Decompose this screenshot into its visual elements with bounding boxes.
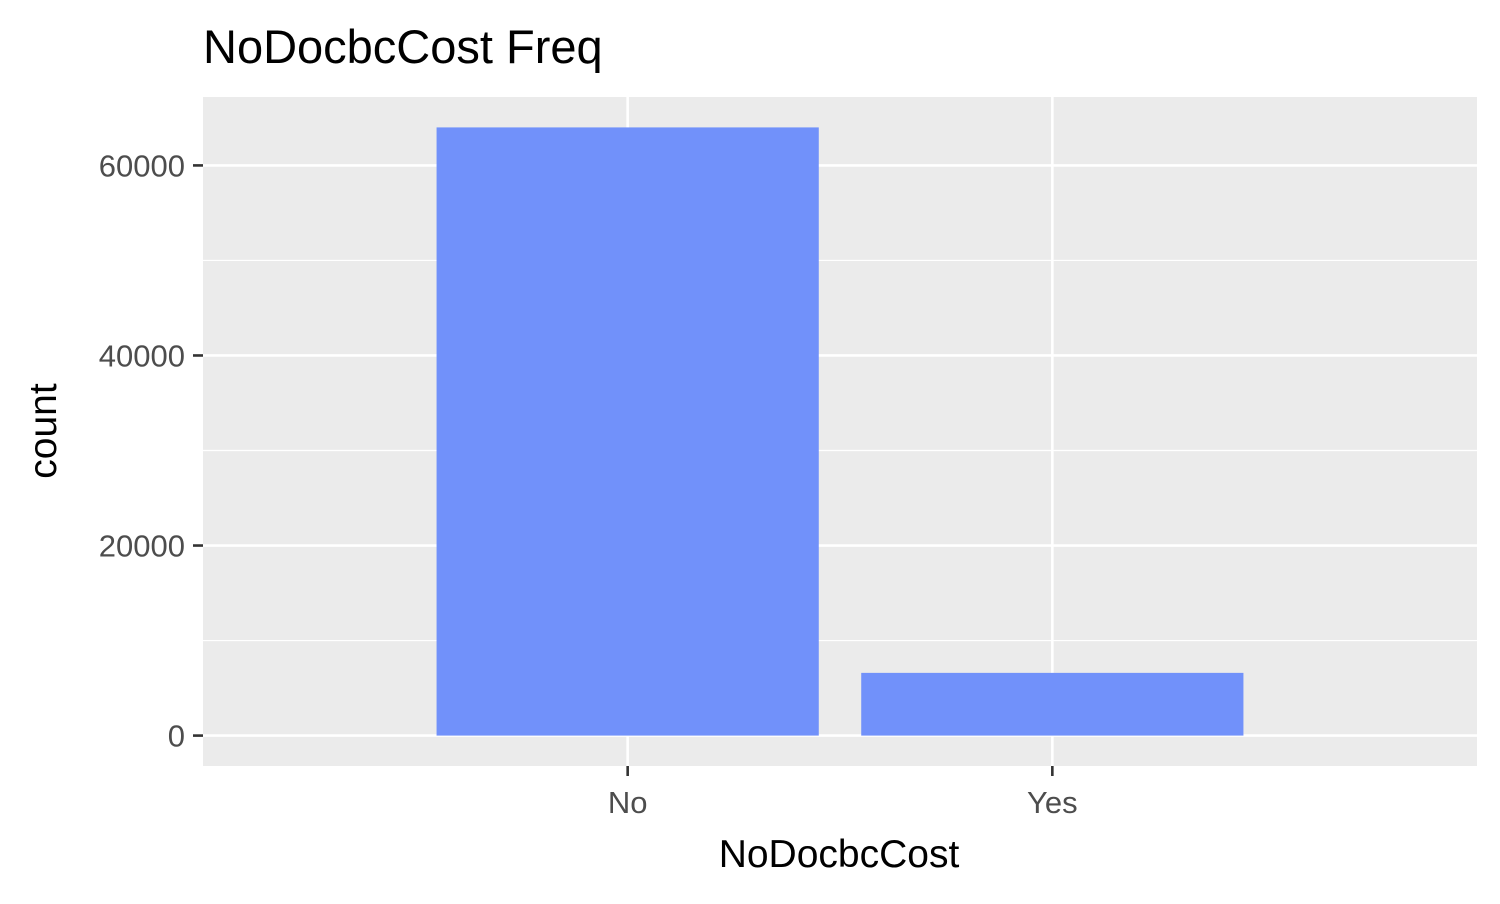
panel-background — [203, 97, 1477, 766]
y-tick-label: 40000 — [99, 338, 185, 373]
plot-panel — [203, 97, 1477, 766]
bar-no — [436, 127, 819, 736]
chart-title: NoDocbcCost Freq — [203, 20, 603, 73]
y-axis-title: count — [22, 383, 65, 479]
bar-yes — [861, 672, 1244, 736]
x-tick-label: Yes — [1027, 785, 1078, 820]
y-tick-label: 60000 — [99, 148, 185, 183]
x-axis-title: NoDocbcCost — [719, 833, 960, 876]
y-tick-label: 0 — [168, 719, 185, 754]
y-tick-label: 20000 — [99, 529, 185, 564]
x-tick-label: No — [608, 785, 648, 820]
